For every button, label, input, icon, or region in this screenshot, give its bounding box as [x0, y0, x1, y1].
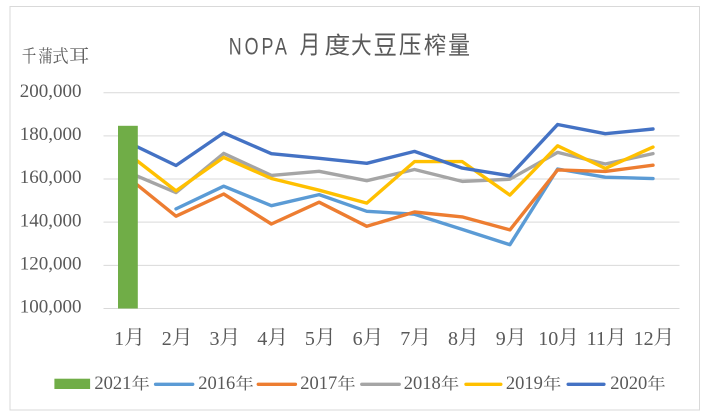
- svg-text:2016: 2016: [198, 374, 235, 394]
- svg-text:2019: 2019: [506, 374, 543, 394]
- svg-text:140,000: 140,000: [20, 210, 82, 231]
- svg-text:120,000: 120,000: [20, 254, 82, 275]
- svg-text:4: 4: [257, 328, 267, 350]
- svg-text:11: 11: [587, 328, 606, 350]
- svg-text:200,000: 200,000: [20, 81, 82, 102]
- svg-text:9: 9: [496, 328, 506, 350]
- svg-text:2017: 2017: [300, 374, 337, 394]
- svg-text:2020: 2020: [610, 374, 647, 394]
- svg-text:12: 12: [634, 328, 654, 350]
- svg-text:5: 5: [305, 328, 315, 350]
- svg-text:180,000: 180,000: [20, 124, 82, 145]
- svg-text:2: 2: [162, 328, 172, 350]
- svg-text:2021: 2021: [94, 374, 131, 394]
- svg-text:7: 7: [400, 328, 410, 350]
- svg-text:160,000: 160,000: [20, 167, 82, 188]
- svg-text:8: 8: [448, 328, 458, 350]
- svg-text:1: 1: [114, 328, 124, 350]
- svg-text:3: 3: [210, 328, 220, 350]
- svg-text:10: 10: [538, 328, 558, 350]
- svg-text:2018: 2018: [404, 374, 441, 394]
- svg-text:100,000: 100,000: [20, 297, 82, 318]
- svg-text:NOPA: NOPA: [229, 33, 290, 60]
- svg-text:6: 6: [353, 328, 363, 350]
